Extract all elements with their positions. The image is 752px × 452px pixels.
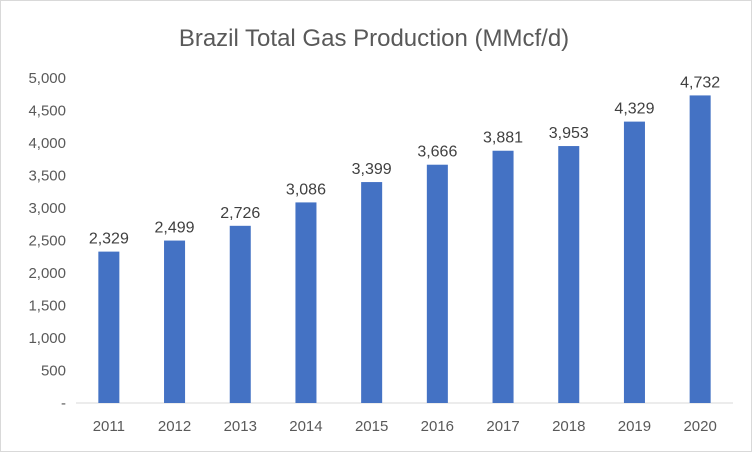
- x-tick-label: 2018: [552, 418, 585, 435]
- y-tick-label: 4,000: [28, 135, 66, 152]
- y-tick-label: 1,000: [28, 330, 66, 347]
- bar: [558, 146, 580, 403]
- bar: [164, 240, 186, 403]
- y-tick-label: 2,500: [28, 233, 66, 250]
- y-tick-label: 2,000: [28, 265, 66, 282]
- bar: [295, 202, 317, 403]
- y-tick-label: 3,000: [28, 200, 66, 217]
- y-axis-ticks: - 500 1,000 1,500 2,000 2,500 3,000 3,500 4,000 4…: [28, 70, 66, 412]
- data-label: 4,329: [614, 101, 654, 118]
- bar: [689, 95, 711, 404]
- data-label: 2,329: [89, 231, 129, 248]
- data-label: 3,881: [483, 130, 523, 147]
- x-tick-label: 2012: [158, 418, 191, 435]
- data-label: 3,086: [286, 181, 326, 198]
- bar: [98, 251, 120, 403]
- y-tick-label: 500: [41, 363, 66, 380]
- x-tick-label: 2015: [355, 418, 388, 435]
- x-tick-label: 2014: [289, 418, 322, 435]
- data-label: 4,732: [680, 74, 720, 91]
- data-label: 2,499: [155, 220, 195, 237]
- bar: [623, 121, 645, 404]
- x-axis-ticks: 2011 2012 2013 2014 2015 2016 2017 2018 2019 2020: [93, 418, 717, 435]
- y-tick-label: 4,500: [28, 103, 66, 120]
- x-tick-label: 2011: [93, 418, 125, 435]
- bar: [492, 150, 514, 403]
- x-tick-label: 2019: [618, 418, 651, 435]
- x-tick-label: 2017: [486, 418, 519, 435]
- y-tick-label: 1,500: [28, 298, 66, 315]
- data-labels-group: 2,329 2,499 2,726 3,086 3,399 3,666 3,881 3,953…: [89, 74, 720, 247]
- x-tick-label: 2020: [683, 418, 716, 435]
- y-tick-label: 5,000: [28, 70, 66, 87]
- data-label: 3,953: [549, 125, 589, 142]
- y-tick-label: -: [61, 395, 66, 412]
- chart-title: Brazil Total Gas Production (MMcf/d): [179, 25, 569, 52]
- data-label: 3,399: [352, 161, 392, 178]
- y-tick-label: 3,500: [28, 168, 66, 185]
- data-label: 2,726: [220, 205, 260, 222]
- x-tick-label: 2013: [224, 418, 257, 435]
- bar: [229, 225, 251, 403]
- bar: [426, 164, 448, 403]
- bar: [361, 182, 383, 403]
- x-tick-label: 2016: [421, 418, 454, 435]
- bars-group: [98, 95, 711, 404]
- data-label: 3,666: [417, 144, 457, 161]
